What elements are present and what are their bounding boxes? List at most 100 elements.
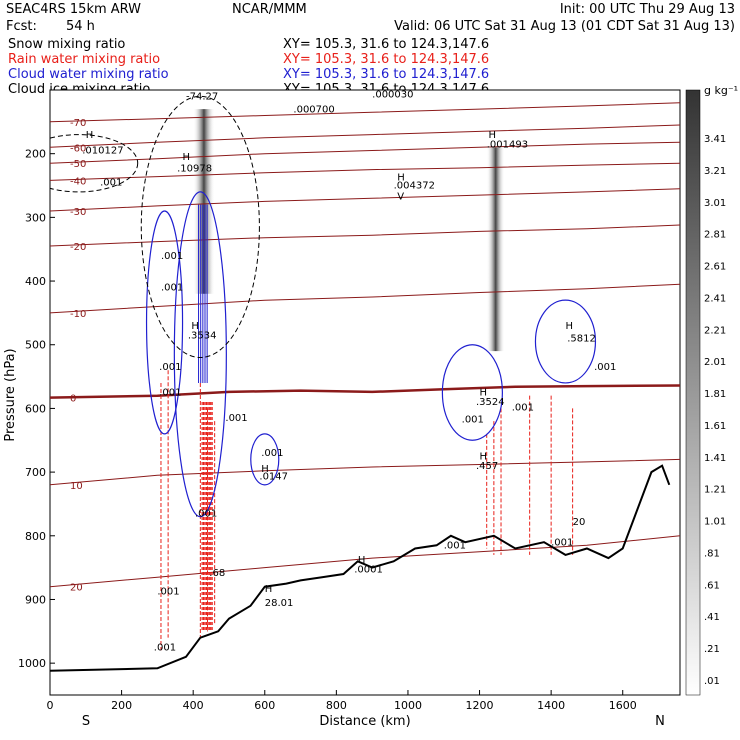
x-tick-label-0: 0 [47, 699, 54, 712]
contour-label-38: H [358, 555, 366, 566]
contour-label-26: .001 [462, 414, 484, 425]
colorbar-label-15: .41 [704, 612, 720, 623]
colorbar-label-2: 3.01 [704, 198, 726, 209]
y-tick-label-0: 200 [25, 148, 46, 161]
contour-label-19: .001 [225, 413, 247, 424]
legend-xy-2: XY= 105.3, 31.6 to 124.3,147.6 [283, 67, 489, 82]
colorbar-unit: g kg⁻¹ [704, 84, 738, 97]
isotherm-9 [50, 535, 680, 588]
terrain-line [50, 464, 671, 672]
contour-label-41: 28.01 [265, 598, 294, 609]
contour-label-29: H [565, 321, 573, 332]
legend: Snow mixing ratio XY= 105.3, 31.6 to 124.… [8, 37, 489, 97]
contour-label-23: H [480, 388, 488, 399]
isotherm-label-7: 0 [70, 394, 76, 405]
contour-label-11: .004372 [394, 181, 435, 192]
colorbar-label-8: 1.81 [704, 389, 726, 400]
isotherm-6 [50, 283, 680, 314]
cloud-water-contours [145, 191, 597, 518]
contour-label-27: H [480, 451, 488, 462]
contour-label-13: .001 [161, 251, 183, 262]
cloud-contour-2 [250, 433, 280, 486]
x-tick-label-6: 1200 [466, 699, 494, 712]
y-axis: 200 300 400 500 600 700 800 900 1000 [18, 148, 55, 670]
x-tick-label-2: 400 [183, 699, 204, 712]
rain-water-contours [160, 370, 574, 651]
valid-time: Valid: 06 UTC Sat 31 Aug 13 (01 CDT Sat … [394, 19, 735, 34]
colorbar-label-14: .61 [704, 580, 720, 591]
y-tick-label-3: 500 [25, 339, 46, 352]
contour-label-20: .001 [261, 448, 283, 459]
legend-xy-1: XY= 105.3, 31.6 to 124.3,147.6 [283, 52, 489, 67]
x-tick-label-3: 600 [254, 699, 275, 712]
snow-contours [50, 95, 260, 358]
cloud-contour-1 [173, 191, 227, 518]
isotherm-1 [50, 124, 680, 148]
y-tick-label-4: 600 [25, 402, 46, 415]
snow-contour-0 [50, 134, 139, 193]
x-axis: 0 200 400 600 800 1000 1200 1400 1600 [47, 690, 637, 712]
contour-label-9: .001493 [487, 139, 528, 150]
contour-label-36: .68 [209, 568, 225, 579]
contour-label-17: .001 [159, 362, 181, 373]
colorbar-gradient [685, 89, 701, 696]
contour-label-21: H [261, 464, 269, 475]
isotherm-label-3: -40 [70, 176, 86, 187]
direction-north: N [655, 714, 665, 729]
contour-label-10: H [397, 172, 405, 183]
isotherm-label-5: -20 [70, 242, 86, 253]
legend-name-0: Snow mixing ratio [8, 37, 125, 52]
isotherm-label-0: -70 [70, 118, 86, 129]
contour-label-33: .001 [551, 537, 573, 548]
isotherm-3 [50, 162, 680, 181]
cloud-contour-4 [534, 299, 597, 384]
colorbar-label-9: 1.61 [704, 421, 726, 432]
cloud-contour-0 [145, 210, 184, 435]
x-tick-label-7: 1400 [537, 699, 565, 712]
colorbar-label-5: 2.41 [704, 293, 726, 304]
x-axis-label: Distance (km) [319, 714, 410, 729]
contour-label-6: .000700 [293, 104, 334, 115]
contour-label-30: .5812 [567, 334, 596, 345]
colorbar: g kg⁻¹ 3.41 3.21 3.01 2.81 2.61 2.41 2.21 2.01 1… [685, 84, 738, 696]
colorbar-label-0: 3.41 [704, 134, 726, 145]
colorbar-label-11: 1.21 [704, 485, 726, 496]
isotherm-label-4: -30 [70, 207, 86, 218]
contour-label-18: .001 [159, 388, 181, 399]
contour-label-22: .0147 [259, 472, 288, 483]
colorbar-label-10: 1.41 [704, 453, 726, 464]
legend-name-1: Rain water mixing ratio [8, 52, 160, 67]
snow-contour-1 [140, 95, 260, 358]
contour-label-24: .3524 [476, 397, 505, 408]
contour-label-34: 20 [573, 517, 586, 528]
contour-label-40: H [265, 584, 273, 595]
direction-south: S [82, 714, 90, 729]
isotherm-label-9: 20 [70, 583, 83, 594]
contour-label-32: .001 [444, 541, 466, 552]
contour-label-16: .3534 [188, 330, 217, 341]
forecast-label: Fcst: [6, 19, 37, 34]
contour-label-3: -74.27 [186, 92, 218, 103]
x-tick-label-5: 1000 [394, 699, 422, 712]
temperature-isotherms: -70 -60 -50 -40 -30 -20 -10 0 10 20 [50, 102, 680, 594]
isotherm-4 [50, 188, 680, 212]
isotherm-8 [50, 458, 680, 486]
x-tick-label-8: 1600 [609, 699, 637, 712]
contour-label-1: .010127 [82, 146, 123, 157]
y-tick-label-6: 800 [25, 530, 46, 543]
isotherm-0 [50, 102, 680, 123]
contour-label-2: .001 [100, 178, 122, 189]
colorbar-label-13: .81 [704, 548, 720, 559]
colorbar-label-4: 2.61 [704, 262, 726, 273]
cloud-contour-3 [441, 344, 503, 441]
init-time: Init: 00 UTC Thu 29 Aug 13 [560, 2, 735, 17]
colorbar-label-12: 1.01 [704, 517, 726, 528]
isotherm-5 [50, 224, 680, 247]
contour-label-37: .001 [157, 586, 179, 597]
isotherm-label-6: -10 [70, 309, 86, 320]
contour-label-4: H [182, 152, 190, 163]
y-tick-label-7: 900 [25, 593, 46, 606]
center-title: NCAR/MMM [232, 2, 307, 17]
x-tick-label-4: 800 [326, 699, 347, 712]
contour-label-14: .001 [161, 283, 183, 294]
